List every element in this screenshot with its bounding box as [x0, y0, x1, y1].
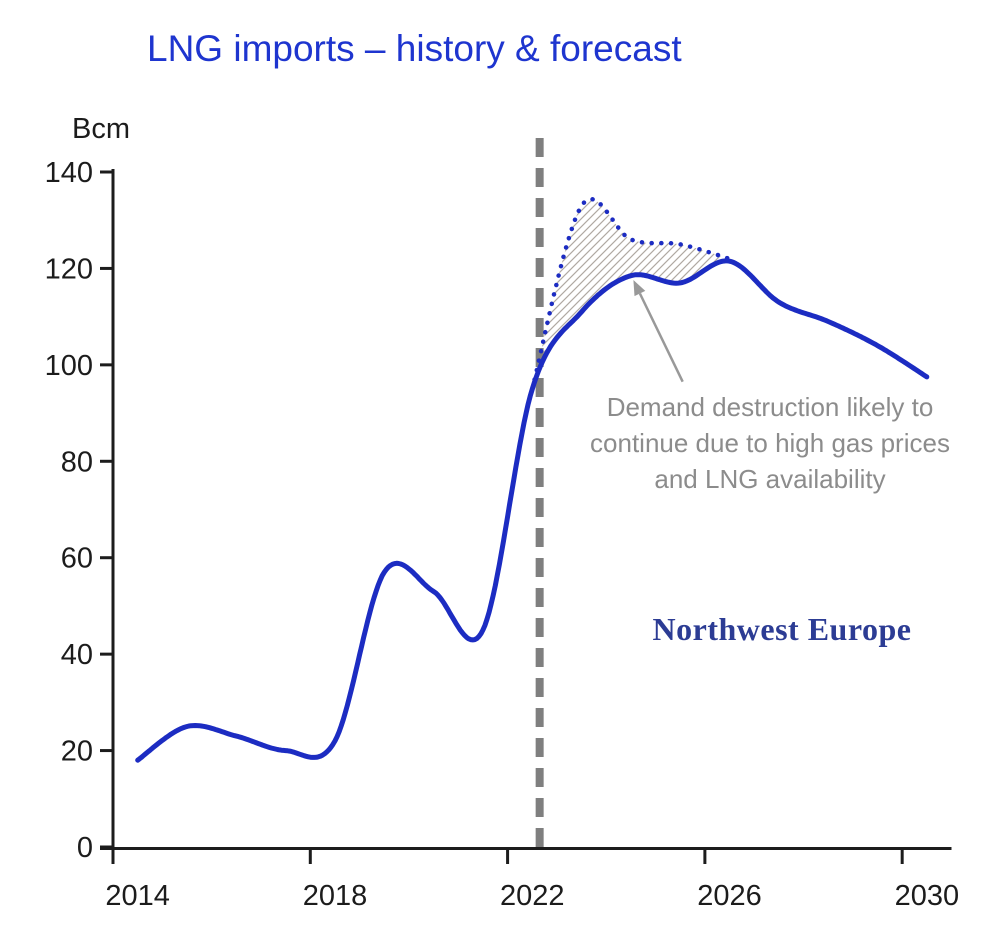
- y-tick-label: 0: [77, 832, 93, 864]
- demand-destruction-annotation: Demand destruction likely to continue du…: [530, 389, 1000, 497]
- x-tick-label: 2014: [105, 880, 170, 912]
- x-tick-label: 2022: [500, 880, 565, 912]
- x-tick-label: 2018: [303, 880, 368, 912]
- lng-imports-line: [135, 258, 930, 763]
- annotation-line-2: continue due to high gas prices: [590, 428, 950, 458]
- annotation-arrow-head: [633, 280, 646, 297]
- y-tick-label: 100: [45, 350, 93, 382]
- annotation-line-1: Demand destruction likely to: [606, 392, 934, 422]
- y-tick-label: 140: [45, 157, 93, 189]
- y-tick-label: 80: [61, 446, 93, 478]
- annotation-line-3: and LNG availability: [654, 464, 886, 494]
- y-tick-label: 20: [61, 736, 93, 768]
- y-axis-unit-label: Bcm: [72, 113, 130, 145]
- upper-forecast-dotted-line: [530, 196, 732, 392]
- axes: [100, 169, 952, 864]
- x-tick-label: 2030: [895, 880, 960, 912]
- y-tick-label: 60: [61, 543, 93, 575]
- region-label: Northwest Europe: [652, 611, 912, 647]
- chart-title: LNG imports – history & forecast: [147, 28, 682, 69]
- y-tick-label: 120: [45, 253, 93, 285]
- tick-labels: 0 20 40 60 80 100 120 140 2014 2018 2022 2026 2030: [45, 157, 959, 912]
- y-tick-label: 40: [61, 639, 93, 671]
- x-tick-label: 2026: [697, 880, 762, 912]
- annotation-arrow-line: [638, 292, 684, 383]
- demand-destruction-hatch-area: [532, 199, 730, 389]
